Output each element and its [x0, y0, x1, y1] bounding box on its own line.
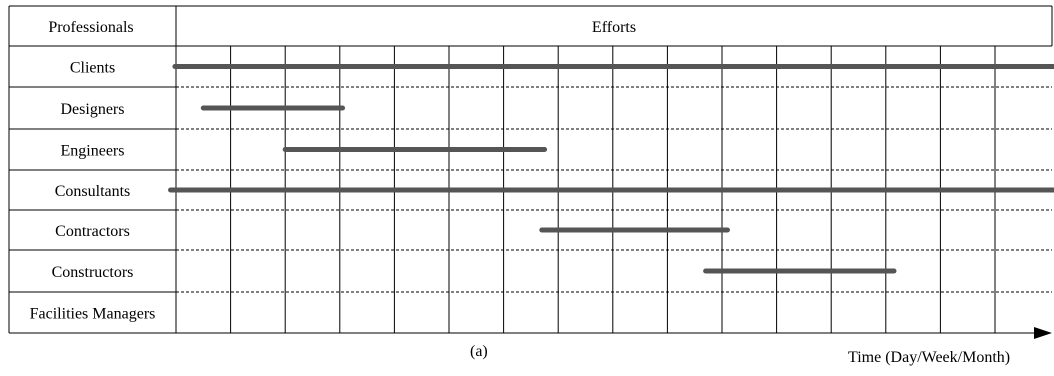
figure-caption: (a)	[470, 343, 488, 360]
grid-lines	[8, 5, 1053, 334]
efforts-header: Efforts	[592, 19, 636, 36]
time-arrow-head	[1034, 327, 1052, 339]
row-label: Clients	[70, 60, 115, 77]
professionals-header: Professionals	[48, 19, 133, 36]
row-labels: Clients Designers Engineers Consultants Cont…	[30, 60, 156, 323]
row-label: Contractors	[55, 223, 130, 240]
row-label: Constructors	[52, 264, 134, 281]
row-label: Designers	[61, 101, 125, 118]
effort-bars	[168, 64, 1054, 274]
time-axis-label: Time (Day/Week/Month)	[848, 349, 1011, 366]
row-label: Engineers	[61, 143, 125, 160]
row-label: Consultants	[55, 183, 131, 200]
row-label: Facilities Managers	[30, 306, 156, 323]
